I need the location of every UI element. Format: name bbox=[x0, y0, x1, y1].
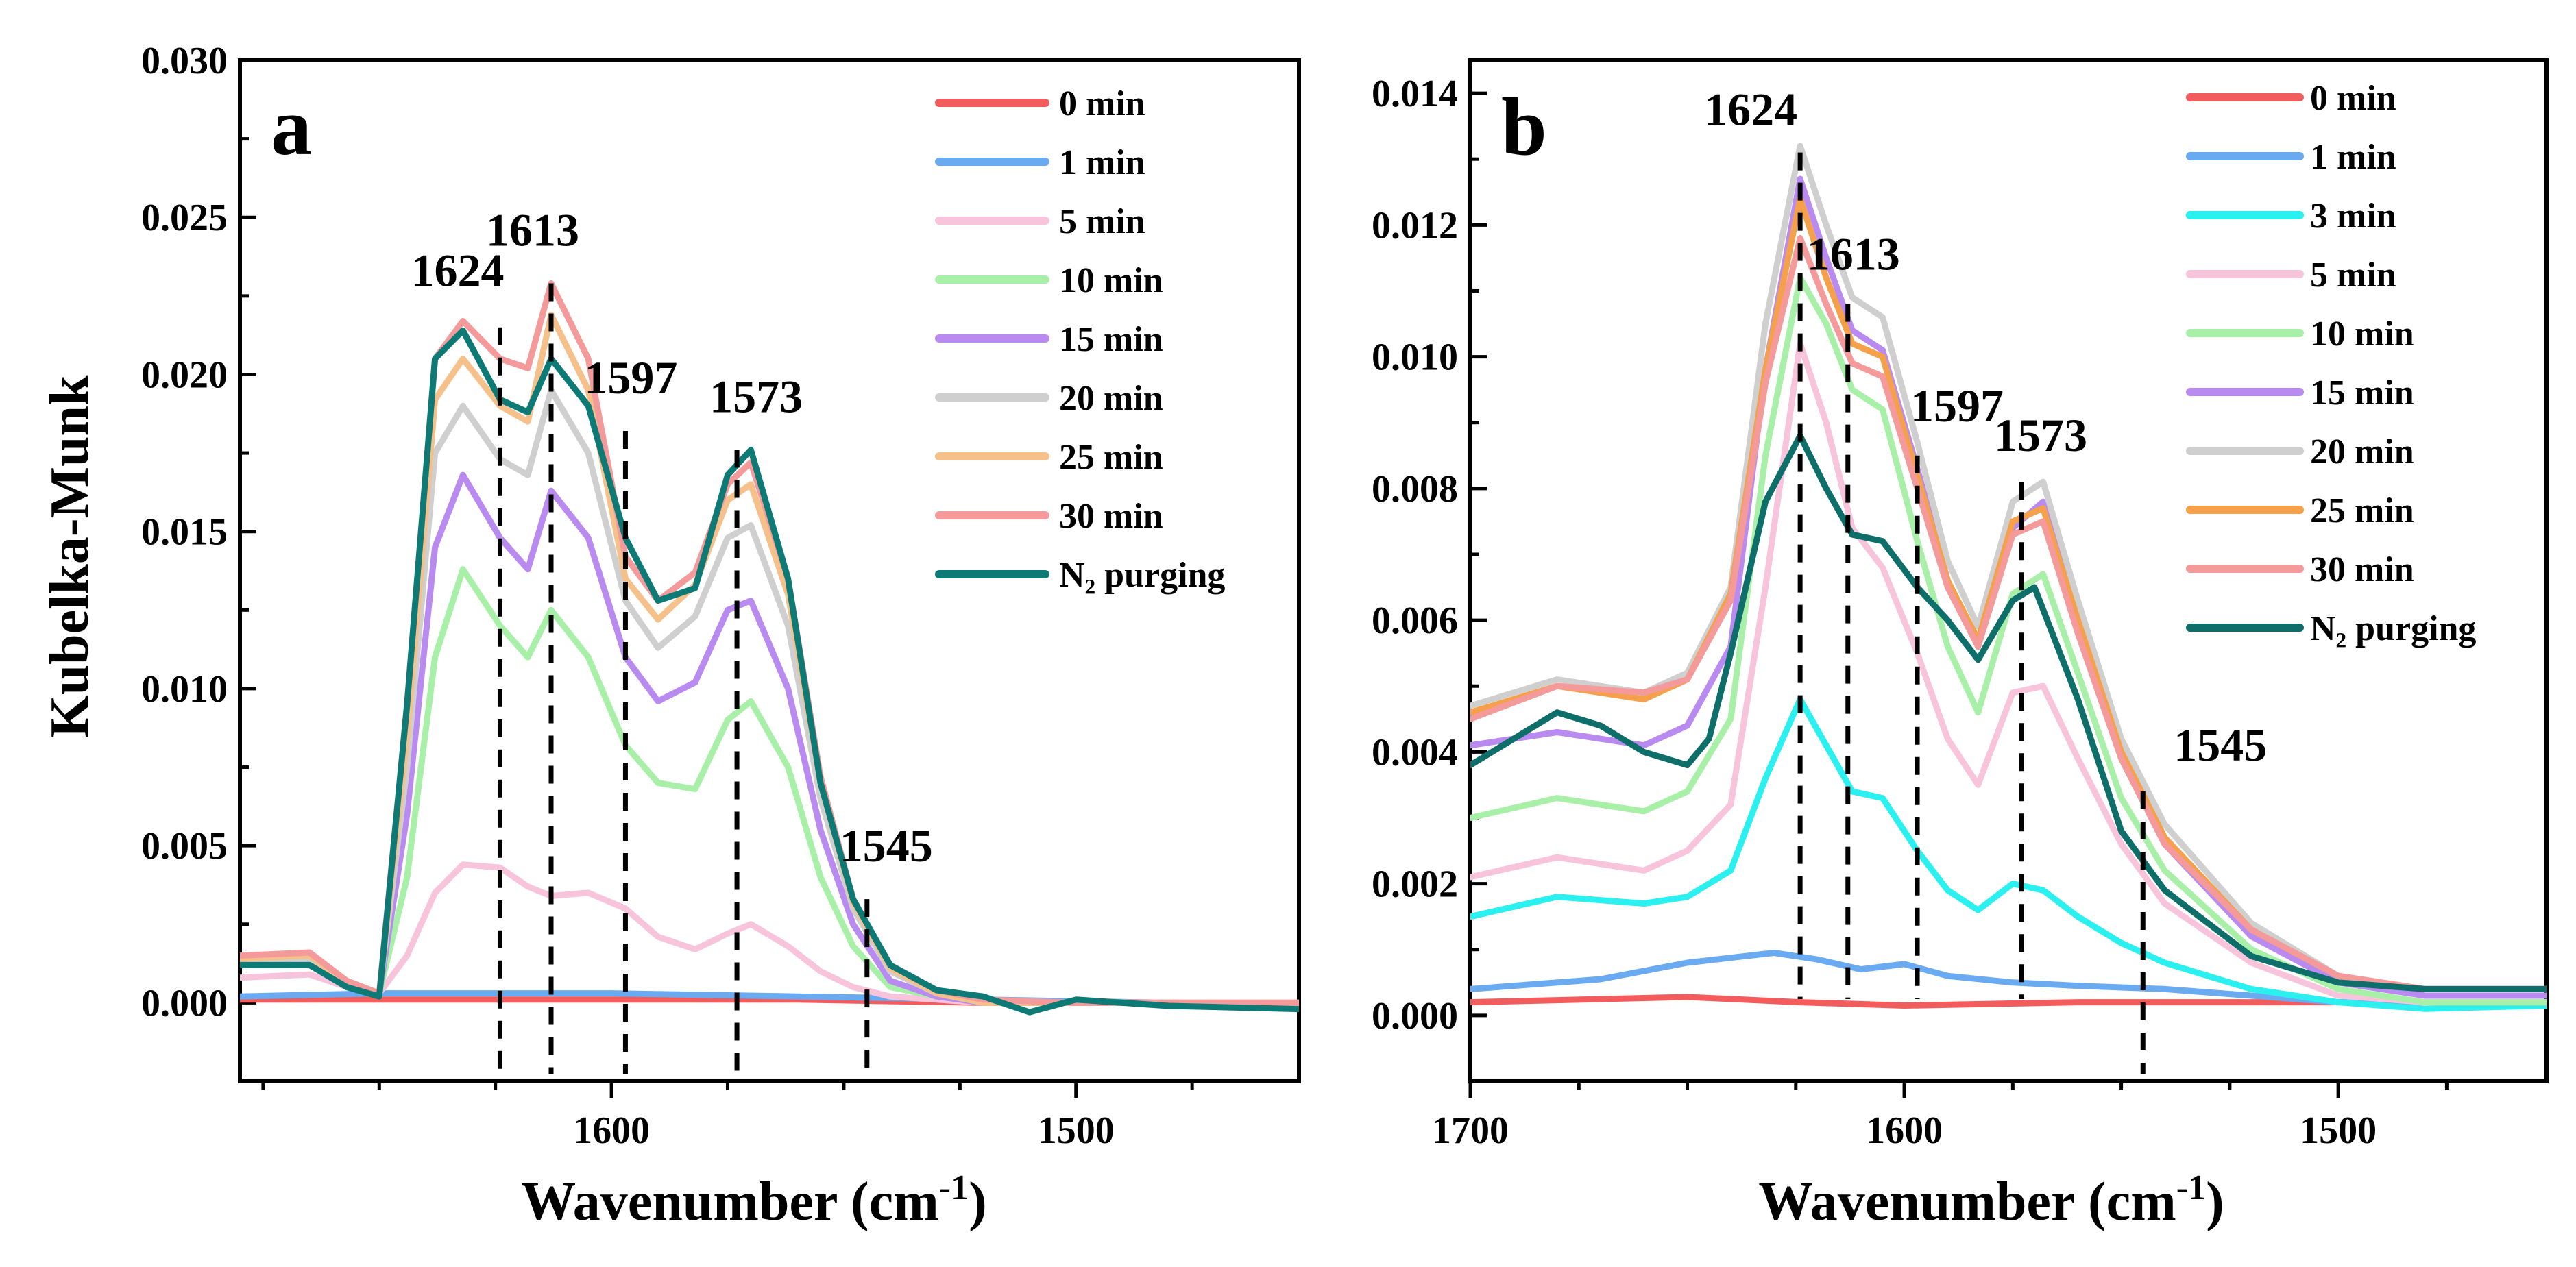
panel-a-y-tick-label: 0.020 bbox=[141, 354, 228, 396]
panel-a-y-tick-label: 0.000 bbox=[141, 982, 228, 1024]
panel-b-y-tick-label: 0.000 bbox=[1372, 995, 1458, 1037]
panel-a-legend: 0 min 1 min 5 min 10 min 15 min 20 min 25 min 3… bbox=[935, 84, 1225, 595]
panel-a-legend-label: 5 min bbox=[1059, 202, 1145, 241]
panel-b-x-tick-label: 1600 bbox=[1866, 1109, 1943, 1152]
panel-b-series-line-9 bbox=[1470, 432, 2547, 992]
panel-b-legend-label: N₂ purging bbox=[2310, 609, 2476, 648]
y-axis-title: Kubelka-Munk bbox=[40, 375, 100, 738]
panel-b-series-line-2 bbox=[1470, 696, 2547, 1012]
panel-b-x-axis-title: Wavenumber (cm-1) bbox=[1758, 1168, 2224, 1232]
panel-b-y-tick-label: 0.004 bbox=[1372, 731, 1458, 774]
panel-a-legend-label: 10 min bbox=[1059, 261, 1163, 300]
panel-a-letter: a bbox=[271, 81, 312, 172]
panel-a: 0.000 0.005 0.010 0.015 0.020 0.025 0.030 1600 1… bbox=[141, 40, 1301, 1152]
panel-a-y-tick-label: 0.010 bbox=[141, 668, 228, 711]
panel-a-y-tick-label: 0.030 bbox=[141, 40, 228, 82]
panel-a-legend-label: 0 min bbox=[1059, 84, 1145, 123]
panel-a-legend-label: 15 min bbox=[1059, 320, 1163, 359]
panel-b-legend-label: 30 min bbox=[2310, 550, 2414, 589]
panel-a-series-line-8 bbox=[240, 327, 1299, 1016]
panel-a-series-line-2 bbox=[240, 861, 1299, 1006]
panel-a-x-axis-title-superscript: -1 bbox=[939, 1168, 969, 1207]
panel-a-legend-label: 1 min bbox=[1059, 143, 1145, 182]
panel-a-x-axis-title-main: Wavenumber (cm bbox=[521, 1172, 939, 1232]
panel-b-legend-label: 10 min bbox=[2310, 315, 2414, 354]
panel-b-y-tick-label: 0.010 bbox=[1372, 336, 1458, 379]
panel-b-letter: b bbox=[1501, 81, 1547, 172]
panel-b-legend-label: 5 min bbox=[2310, 256, 2396, 295]
panel-a-peak-label-1624: 1624 bbox=[411, 245, 504, 297]
panel-b-legend-label: 0 min bbox=[2310, 79, 2396, 118]
panel-a-x-axis-title-tail: ) bbox=[969, 1172, 987, 1232]
panel-a-plot-frame bbox=[238, 58, 1301, 1083]
panel-a-series-lines bbox=[240, 280, 1299, 1016]
panel-a-peak-label-1613: 1613 bbox=[486, 204, 579, 256]
panel-b-x-tick-label: 1500 bbox=[2300, 1109, 2377, 1152]
panel-b-series-line-4 bbox=[1470, 274, 2547, 1006]
panel-b-y-tick-label: 0.002 bbox=[1372, 863, 1458, 906]
panel-b-y-tick-label: 0.008 bbox=[1372, 468, 1458, 511]
panel-b-peak-label-1624: 1624 bbox=[1704, 84, 1797, 136]
panel-b-series-line-3 bbox=[1470, 340, 2547, 1006]
panel-b-peak-label-1573: 1573 bbox=[1994, 409, 2087, 461]
panel-a-series-line-4 bbox=[240, 471, 1299, 1006]
panel-a-y-tick-label: 0.005 bbox=[141, 825, 228, 868]
panel-b-x-axis-title-tail: ) bbox=[2206, 1172, 2224, 1232]
panel-a-peak-label-1545: 1545 bbox=[840, 820, 933, 872]
panel-a-legend-label: 20 min bbox=[1059, 379, 1163, 418]
panel-b-peak-label-1545: 1545 bbox=[2174, 719, 2267, 771]
panel-b-series-lines bbox=[1470, 143, 2547, 1012]
panel-a-x-tick-label: 1500 bbox=[1038, 1109, 1115, 1152]
panel-a-y-tick-label: 0.015 bbox=[141, 511, 228, 554]
panel-a-y-tick-label: 0.025 bbox=[141, 197, 228, 239]
panel-b-series-line-8 bbox=[1470, 235, 2547, 992]
panel-a-peak-label-1597: 1597 bbox=[584, 352, 677, 404]
panel-b-legend-label: 15 min bbox=[2310, 373, 2414, 413]
panel-a-legend-label: 30 min bbox=[1059, 497, 1163, 536]
panel-a-legend-label: N₂ purging bbox=[1059, 556, 1225, 595]
panel-a-peak-label-1573: 1573 bbox=[709, 370, 803, 422]
panel-b-legend-label: 3 min bbox=[2310, 197, 2396, 236]
panel-b-peak-label-1613: 1613 bbox=[1807, 228, 1900, 280]
panel-b-legend-label: 1 min bbox=[2310, 138, 2396, 177]
panel-b-legend-label: 20 min bbox=[2310, 432, 2414, 471]
panel-b-x-axis-title-superscript: -1 bbox=[2176, 1168, 2206, 1207]
panel-a-legend-label: 25 min bbox=[1059, 438, 1163, 477]
panel-b-y-tick-label: 0.012 bbox=[1372, 204, 1458, 247]
panel-b-x-axis-title-main: Wavenumber (cm bbox=[1758, 1172, 2176, 1232]
panel-b-legend: 0 min 1 min 3 min 5 min 10 min 15 min 20 min 25… bbox=[2186, 79, 2476, 648]
panel-a-x-tick-label: 1600 bbox=[573, 1109, 650, 1152]
panel-b-y-tick-label: 0.014 bbox=[1372, 73, 1458, 115]
panel-b-peak-label-1597: 1597 bbox=[1910, 380, 2004, 432]
panel-a-x-axis-title: Wavenumber (cm-1) bbox=[521, 1168, 987, 1232]
panel-b-legend-label: 25 min bbox=[2310, 491, 2414, 530]
panel-b: 0.000 0.002 0.004 0.006 0.008 0.010 0.012 0.014… bbox=[1372, 58, 2549, 1152]
panel-b-x-tick-label: 1700 bbox=[1432, 1109, 1509, 1152]
panel-b-y-tick-label: 0.006 bbox=[1372, 600, 1458, 642]
panel-b-plot-frame bbox=[1468, 58, 2549, 1083]
